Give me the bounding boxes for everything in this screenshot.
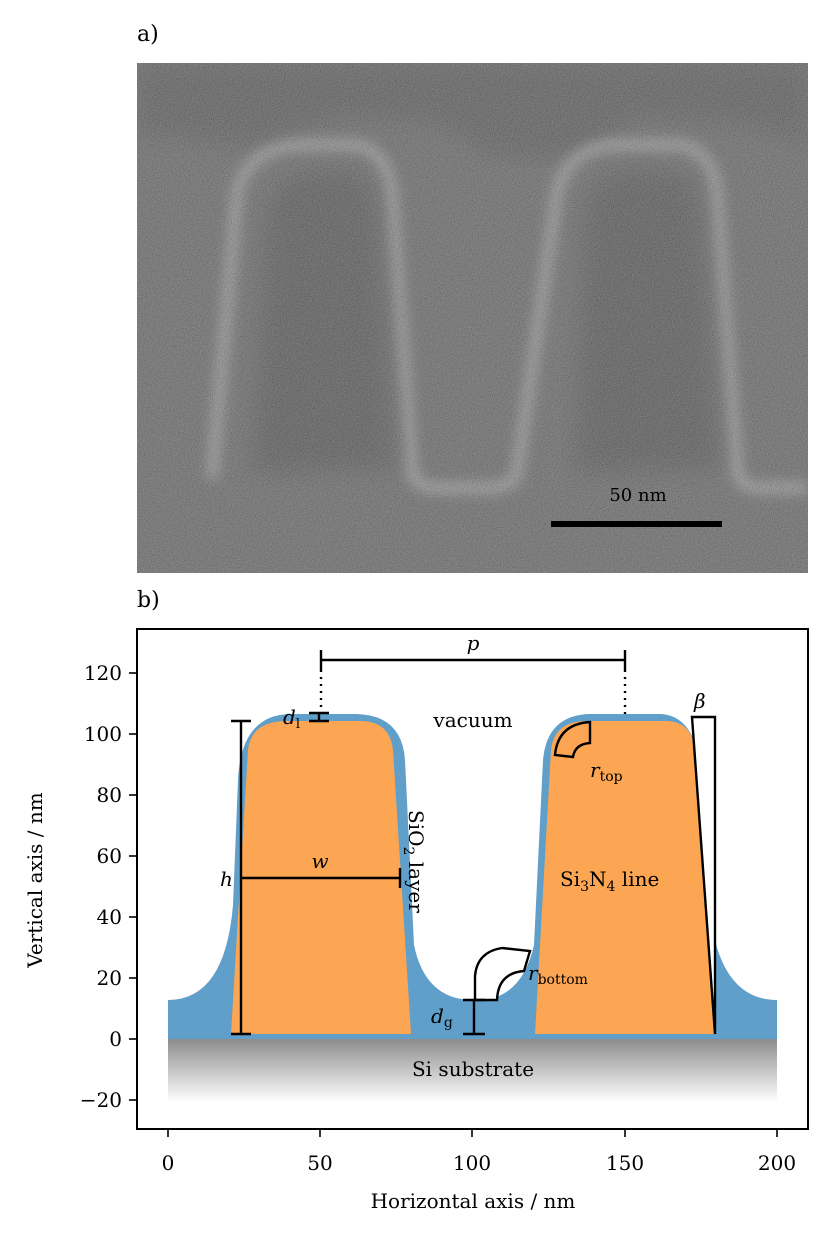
y-tick-label: 60 (97, 844, 122, 868)
sem-micrograph: 50 nm (137, 63, 808, 573)
y-tick-label: 40 (97, 905, 122, 929)
si3n4-line-left (231, 721, 411, 1034)
label-r-top: rtop (590, 758, 623, 785)
x-tick-label: 150 (606, 1151, 644, 1175)
label-si-substrate: Si substrate (412, 1057, 534, 1081)
y-tick-label: −20 (80, 1088, 122, 1112)
scale-bar (551, 521, 722, 527)
y-tick-label: 120 (84, 661, 122, 685)
label-w: w (311, 849, 328, 873)
r-top-marker (553, 720, 592, 759)
pitch-dimension (319, 650, 627, 714)
dl-dimension (309, 711, 329, 723)
beta-marker (690, 715, 717, 1035)
x-axis-label: Horizontal axis / nm (371, 1189, 576, 1213)
x-axis: 0 50 100 150 200 (162, 1129, 796, 1175)
sem-noise (137, 63, 808, 573)
r-bottom-marker (473, 946, 532, 1002)
sio2-layer (168, 714, 777, 1039)
plot-frame (136, 628, 809, 1130)
y-tick-label: 20 (97, 966, 122, 990)
label-h: h (220, 867, 233, 891)
x-tick-label: 0 (162, 1151, 175, 1175)
si3n4-line-right (535, 721, 714, 1034)
y-tick-label: 80 (97, 783, 122, 807)
dg-dimension (463, 998, 485, 1036)
y-axis-label: Vertical axis / nm (23, 792, 47, 969)
y-axis: 120 100 80 60 40 20 0 −20 (80, 661, 137, 1112)
panel-a-label: a) (137, 22, 159, 47)
h-dimension (231, 719, 251, 1036)
y-tick-label: 0 (109, 1027, 122, 1051)
label-vacuum: vacuum (432, 708, 512, 732)
label-beta: β (693, 689, 706, 713)
label-r-bottom: rbottom (528, 961, 588, 988)
label-dg: dg (431, 1004, 453, 1031)
label-p: p (467, 631, 480, 655)
w-dimension (241, 868, 402, 888)
si-substrate (168, 1039, 777, 1102)
y-tick-label: 100 (84, 722, 122, 746)
label-sio2-layer: SiO2 layer (400, 810, 428, 913)
scale-bar-label: 50 nm (609, 485, 666, 506)
label-dl: dl (283, 705, 300, 732)
x-tick-label: 50 (307, 1151, 332, 1175)
x-tick-label: 100 (453, 1151, 491, 1175)
panel-b-label: b) (137, 588, 160, 613)
label-si3n4-line: Si3N4 line (560, 867, 659, 895)
x-tick-label: 200 (758, 1151, 796, 1175)
